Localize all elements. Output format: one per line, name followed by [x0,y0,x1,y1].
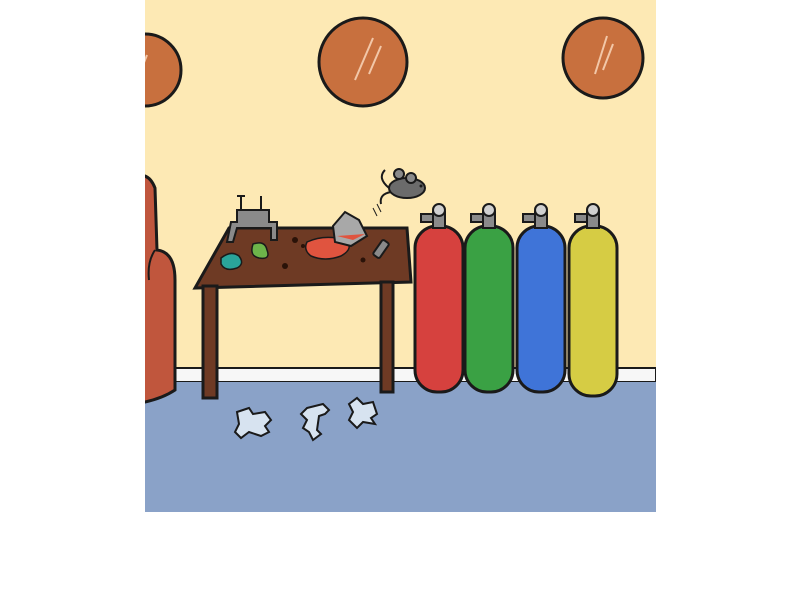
tank-yellow[interactable] [567,203,619,398]
puzzle-piece-3[interactable] [347,396,379,430]
game-scene [145,0,656,512]
small-vial[interactable] [372,239,390,259]
floor [145,382,656,512]
puzzle-piece-2[interactable] [299,402,331,442]
lab-table[interactable] [192,226,413,400]
porthole-left[interactable] [145,32,183,108]
spill-green [251,242,269,260]
puzzle-piece-1[interactable] [233,406,273,440]
armchair[interactable] [145,174,177,404]
tank-green[interactable] [463,203,515,394]
tank-red[interactable] [413,203,465,394]
broken-flask[interactable] [331,210,369,248]
lab-stand[interactable] [225,195,278,243]
porthole-right[interactable] [561,16,645,100]
mouse[interactable] [372,168,426,217]
tank-blue[interactable] [515,203,567,394]
porthole-center[interactable] [317,16,409,108]
spill-teal [220,252,243,271]
